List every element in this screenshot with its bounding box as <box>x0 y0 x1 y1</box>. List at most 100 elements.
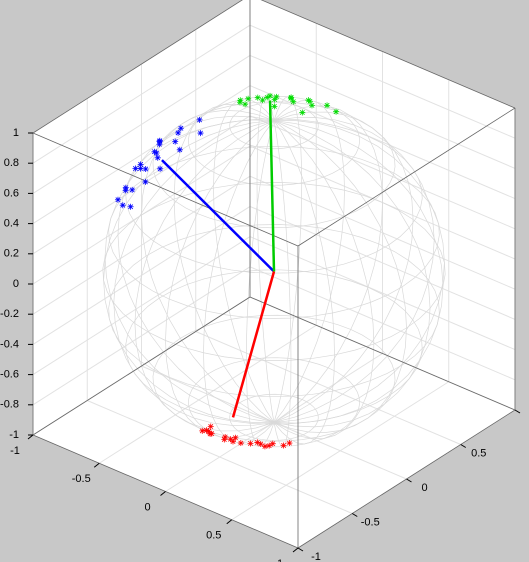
grid-line <box>249 175 516 290</box>
grid-line <box>87 400 353 514</box>
y-tick <box>460 444 467 448</box>
point <box>288 94 295 101</box>
box-edge <box>32 132 299 247</box>
point <box>266 442 273 449</box>
z-tick-label: 1 <box>13 127 19 139</box>
sphere-mesh <box>273 120 445 423</box>
point <box>269 440 276 447</box>
x-tick <box>160 491 166 496</box>
z-tick-label: 0.4 <box>4 218 19 230</box>
sphere-mesh <box>245 120 275 447</box>
point <box>177 125 184 132</box>
point <box>232 434 239 441</box>
x-tick <box>27 434 34 440</box>
sphere-mesh <box>273 120 375 440</box>
y-tick-label: 0 <box>421 482 427 494</box>
point <box>247 440 254 447</box>
vector-line <box>268 100 276 272</box>
z-tick-label: 0 <box>13 278 19 290</box>
y-tick <box>406 478 412 483</box>
x-tick <box>292 547 299 553</box>
z-tick-label: -0.8 <box>0 399 19 411</box>
x-tick <box>93 462 100 468</box>
grid-line <box>195 331 461 445</box>
z-tick-label: 0.8 <box>4 157 19 169</box>
sphere-mesh <box>273 120 431 428</box>
point <box>280 442 287 449</box>
grid-line <box>249 236 516 351</box>
point <box>264 94 271 101</box>
x-tick <box>226 519 233 525</box>
point <box>137 165 144 172</box>
y-tick-label: -1 <box>311 551 321 562</box>
point <box>122 187 129 194</box>
y-tick-label: -0.5 <box>361 516 380 528</box>
x-tick-label: 1 <box>277 558 283 562</box>
point <box>333 108 340 115</box>
point <box>114 196 121 203</box>
z-tick-label: -0.2 <box>0 308 19 320</box>
point <box>196 116 203 123</box>
grid-line <box>249 54 516 169</box>
point <box>156 137 163 144</box>
grid-line <box>32 54 251 194</box>
point <box>271 103 278 110</box>
z-tick-label: -0.6 <box>0 369 19 381</box>
box-edge <box>249 296 516 411</box>
point <box>176 146 183 153</box>
box-edge <box>297 107 516 247</box>
sphere-mesh <box>273 117 435 423</box>
box-edge <box>32 0 243 134</box>
grid-line <box>32 24 251 164</box>
point <box>257 440 264 447</box>
point <box>199 427 206 434</box>
point <box>237 440 244 447</box>
point <box>205 428 212 435</box>
point <box>153 150 160 157</box>
point <box>286 440 293 447</box>
point <box>261 443 268 450</box>
point <box>132 165 139 172</box>
sphere-mesh <box>273 120 444 424</box>
point <box>306 98 313 105</box>
point <box>172 138 179 145</box>
point <box>273 93 280 100</box>
y-tick-label: 0.5 <box>471 447 486 459</box>
grid-line <box>32 85 251 225</box>
grid-line <box>32 236 251 376</box>
point <box>154 154 161 161</box>
point <box>203 427 210 434</box>
box-edge <box>32 296 251 436</box>
point <box>308 102 315 109</box>
box-edge <box>260 0 516 109</box>
sphere-mesh <box>103 120 275 423</box>
point <box>259 97 266 104</box>
sphere-mesh <box>104 119 275 423</box>
point <box>271 96 278 103</box>
point <box>151 148 158 155</box>
point <box>299 109 306 116</box>
point <box>157 165 164 172</box>
point <box>230 438 236 445</box>
vector-line <box>161 159 275 273</box>
grid-line <box>32 115 251 255</box>
z-tick-label: -0.4 <box>0 338 19 350</box>
point <box>236 99 243 106</box>
sphere-mesh <box>273 96 303 423</box>
point <box>142 178 149 185</box>
point <box>254 94 261 101</box>
point <box>245 95 252 102</box>
sphere-mesh <box>273 120 335 445</box>
sphere-mesh <box>117 115 275 423</box>
point <box>156 141 163 148</box>
sphere-mesh <box>113 120 275 426</box>
point <box>142 165 149 172</box>
point <box>324 102 331 109</box>
vector-line <box>231 271 276 418</box>
sphere-mesh <box>165 120 275 438</box>
point <box>221 436 228 443</box>
point <box>119 202 126 209</box>
sphere-mesh <box>273 120 407 433</box>
